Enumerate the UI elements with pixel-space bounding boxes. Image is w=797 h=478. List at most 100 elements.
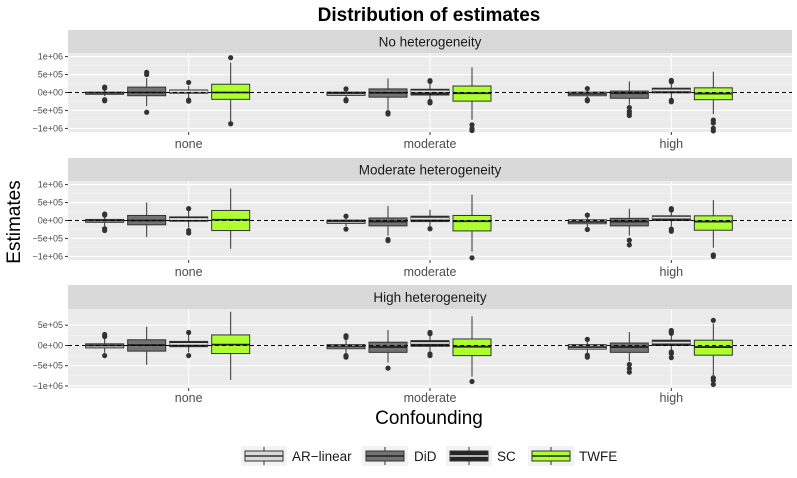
outlier-point	[668, 228, 674, 234]
outlier-point	[710, 128, 716, 134]
outlier-point	[186, 206, 192, 212]
legend-item: DiD	[362, 446, 437, 466]
box-twfe	[452, 67, 492, 134]
outlier-point	[668, 206, 674, 212]
legend-label: DiD	[414, 449, 437, 464]
y-tick-label: 1e+06	[38, 52, 63, 62]
outlier-point	[102, 227, 108, 234]
facet-panels: No heterogeneity 1e+06 5e+05 0e+00 −5e+05 −1e…	[32, 30, 792, 405]
legend-label: SC	[497, 449, 516, 464]
box-arlinear	[567, 85, 607, 104]
outlier-point	[144, 109, 150, 115]
x-tick-label: none	[175, 265, 203, 279]
box-arlinear	[326, 86, 366, 104]
outlier-point	[102, 331, 108, 338]
facet-strip	[68, 158, 792, 181]
outlier-point	[102, 98, 108, 104]
facet-strip-label: No heterogeneity	[379, 35, 482, 50]
outlier-point	[626, 112, 632, 119]
outlier-point	[102, 211, 108, 217]
y-tick-label: −5e+05	[32, 361, 63, 371]
box-twfe	[693, 317, 733, 387]
outlier-point	[102, 84, 108, 90]
outlier-point	[584, 85, 590, 92]
outlier-point	[710, 120, 716, 126]
y-axis-title: Estimates	[4, 180, 25, 263]
box-body	[609, 90, 649, 99]
x-tick-label: moderate	[404, 391, 457, 405]
chart-title: Distribution of estimates	[318, 5, 541, 26]
outlier-point	[427, 78, 433, 84]
outlier-point	[469, 127, 475, 134]
outlier-point	[385, 111, 391, 117]
outlier-point	[626, 104, 632, 111]
x-tick-label: high	[660, 391, 684, 405]
box-sc	[410, 329, 450, 359]
outlier-point	[186, 352, 192, 359]
outlier-point	[668, 327, 674, 334]
facet-panel: Moderate heterogeneity 1e+06 5e+05 0e+00 −5e…	[32, 158, 792, 279]
outlier-point	[710, 377, 716, 383]
box-sc	[169, 329, 209, 359]
legend-label: TWFE	[579, 449, 617, 464]
outlier-point	[626, 242, 632, 248]
box-arlinear	[326, 213, 366, 232]
y-tick-label: −1e+06	[32, 251, 63, 261]
outlier-point	[710, 253, 716, 260]
x-axis-title: Confounding	[375, 408, 483, 429]
outlier-point	[186, 230, 192, 236]
box-twfe	[211, 311, 251, 380]
box-sc	[169, 206, 209, 236]
legend-label: AR−linear	[292, 449, 352, 464]
outlier-point	[186, 329, 192, 336]
y-tick-label: 5e+05	[38, 198, 63, 208]
outlier-point	[343, 226, 349, 232]
x-tick-label: moderate	[404, 265, 457, 279]
outlier-point	[584, 226, 590, 233]
outlier-point	[584, 336, 590, 342]
box-twfe	[693, 200, 733, 260]
box-arlinear	[567, 212, 607, 233]
outlier-point	[343, 354, 349, 360]
outlier-point	[228, 121, 234, 127]
y-tick-label: 5e+05	[38, 70, 63, 80]
x-tick-label: moderate	[404, 137, 457, 151]
outlier-point	[584, 98, 590, 104]
outlier-point	[385, 365, 391, 371]
outlier-point	[668, 99, 674, 105]
facet-panel: High heterogeneity 5e+05 0e+00 −5e+05 −1e+06…	[32, 285, 792, 405]
outlier-point	[668, 350, 674, 357]
legend-item: AR−linear	[241, 446, 352, 466]
facet-strip-label: Moderate heterogeneity	[359, 163, 502, 178]
box-body	[127, 86, 167, 97]
outlier-point	[626, 361, 632, 368]
outlier-point	[427, 329, 433, 336]
y-tick-label: −1e+06	[32, 123, 63, 133]
y-tick-label: 0e+00	[38, 340, 63, 350]
outlier-point	[102, 352, 108, 359]
x-tick-label: none	[175, 137, 203, 151]
outlier-point	[626, 237, 632, 243]
y-tick-label: 5e+05	[38, 320, 63, 330]
outlier-point	[710, 317, 716, 323]
facet-strip-label: High heterogeneity	[373, 290, 487, 305]
outlier-point	[427, 100, 433, 106]
x-tick-label: high	[660, 137, 684, 151]
outlier-point	[186, 79, 192, 86]
y-tick-label: 0e+00	[38, 216, 63, 226]
outlier-point	[469, 378, 475, 385]
outlier-point	[144, 69, 150, 75]
y-tick-label: 0e+00	[38, 88, 63, 98]
y-tick-label: −1e+06	[32, 381, 63, 391]
box-body	[693, 215, 733, 231]
outlier-point	[427, 352, 433, 359]
outlier-point	[186, 98, 192, 104]
box-sc	[169, 79, 209, 104]
outlier-point	[469, 122, 475, 128]
box-arlinear	[567, 336, 607, 360]
x-tick-label: high	[660, 265, 684, 279]
outlier-point	[427, 226, 433, 232]
facet-strip	[68, 285, 792, 309]
box-sc	[651, 206, 691, 234]
